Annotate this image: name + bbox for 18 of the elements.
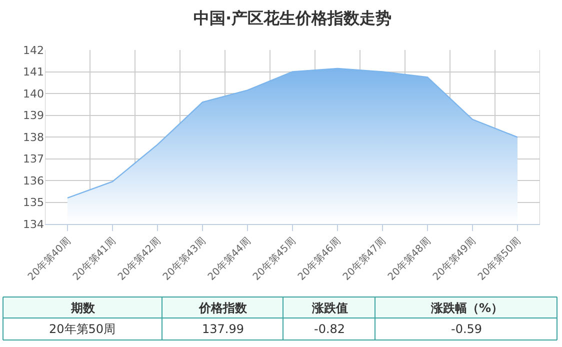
text: 价格指数 (198, 301, 248, 315)
y-tick-label: 135 (23, 196, 44, 210)
text: 涨跌幅（%） (430, 301, 504, 315)
text: -0.59 (451, 322, 482, 336)
y-tick-label: 136 (23, 174, 44, 188)
y-tick-label: 141 (23, 66, 44, 79)
text: 期数 (70, 301, 96, 315)
y-tick-label: 140 (23, 87, 44, 100)
y-tick-label: 137 (23, 152, 44, 166)
text: 涨跌值 (311, 301, 348, 315)
text: 137.99 (202, 322, 244, 336)
text: 20年第50周 (49, 322, 116, 336)
chart-title: 中国·产区花生价格指数走势 (193, 8, 392, 28)
text: -0.82 (314, 322, 346, 336)
y-tick-label: 139 (23, 109, 44, 122)
y-tick-label: 142 (23, 44, 44, 57)
y-tick-label: 134 (23, 218, 44, 231)
y-tick-label: 138 (23, 130, 44, 144)
